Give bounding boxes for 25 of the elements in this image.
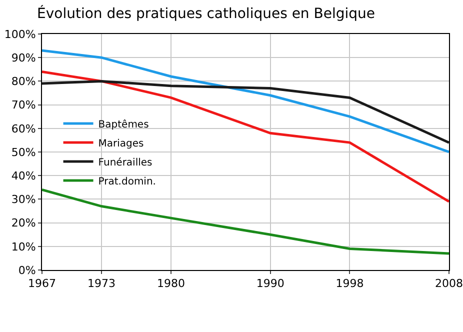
x-tick-label: 1980	[157, 277, 186, 290]
legend-label: Funérailles	[98, 157, 152, 168]
y-tick-label: 10%	[11, 240, 36, 254]
legend-label: Prat.domin.	[98, 176, 156, 188]
line-series	[42, 188, 449, 255]
line-series	[42, 70, 449, 203]
y-tick-label: 30%	[11, 193, 36, 206]
y-tick-label: 0%	[18, 264, 36, 277]
legend-label: Mariages	[98, 138, 144, 150]
x-tick-label: 1990	[256, 277, 284, 290]
line-series	[42, 49, 449, 154]
y-tick-label: 70%	[11, 98, 36, 112]
x-tick-label: 2008	[435, 277, 463, 290]
x-tick-label: 1967	[28, 277, 56, 290]
y-tick-label: 90%	[11, 51, 36, 64]
legend-label: Baptêmes	[98, 119, 149, 130]
chart-title: Évolution des pratiques catholiques en Belgique	[37, 5, 376, 22]
y-tick-label: 60%	[11, 122, 36, 136]
x-tick-label: 1973	[88, 277, 116, 290]
y-tick-label: 40%	[11, 169, 36, 182]
y-tick-label: 20%	[11, 216, 36, 230]
y-tick-label: 50%	[11, 146, 36, 159]
y-tick-label: 80%	[11, 75, 36, 88]
y-tick-label: 100%	[4, 28, 36, 41]
x-tick-label: 1998	[336, 277, 364, 290]
